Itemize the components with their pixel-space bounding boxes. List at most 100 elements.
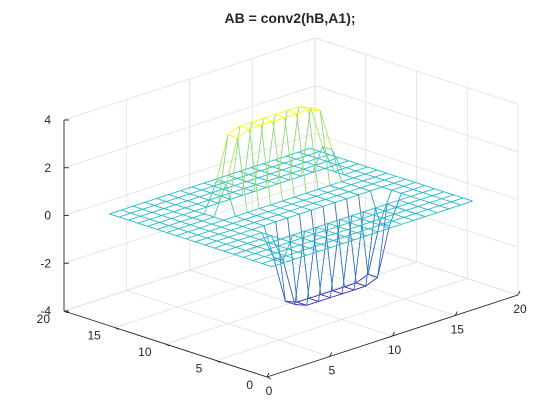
mesh-line [189,193,200,198]
mesh-line [214,247,225,252]
mesh-line [204,244,215,249]
mesh-line [235,212,248,217]
mesh-line [335,233,346,238]
mesh-line [192,213,205,219]
mesh-line [329,185,340,190]
mesh-line [429,198,442,204]
mesh-line [213,185,224,190]
y-tick-mark [216,360,221,363]
mesh-line [370,217,383,223]
mesh-line [412,189,423,193]
mesh-line [216,181,226,186]
mesh-line [178,228,189,233]
mesh-line [249,232,262,237]
mesh-line [401,189,414,194]
mesh-line [199,227,210,232]
mesh-line [261,232,272,237]
mesh-line [149,218,160,223]
mesh-line [313,229,326,235]
mesh-line [230,195,243,200]
mesh-line [270,235,284,261]
mesh-line [372,210,386,216]
mesh-line [199,223,212,229]
mesh-line [362,176,375,182]
mesh-line [334,167,347,172]
mesh-line [161,211,174,216]
mesh-line [225,181,235,186]
mesh-line [360,183,373,189]
back-wall-gridline-z [63,85,316,169]
mesh-line [335,229,348,234]
mesh-line [315,161,328,166]
mesh-line [291,203,302,208]
mesh-line [408,199,421,204]
mesh-line [285,251,298,257]
mesh-line [326,161,337,166]
mesh-line [368,228,379,233]
mesh-line [384,210,395,215]
mesh-line [271,235,281,240]
mesh-line [156,194,169,199]
mesh-line [166,201,176,206]
mesh-line [254,253,265,258]
mesh-line [374,172,387,178]
mesh-line [360,187,371,192]
mesh-line [166,232,177,237]
mesh-line [410,192,423,197]
axes [63,119,521,380]
mesh-line [240,232,251,237]
mesh-line [299,240,312,246]
mesh-line [351,180,364,186]
mesh-line [348,160,359,165]
mesh-line [346,163,359,169]
mesh-line [270,169,283,175]
mesh-line [245,246,258,251]
mesh-line [355,273,369,284]
mesh-line [191,186,202,191]
mesh-line [267,176,280,182]
mesh-line [332,286,345,292]
mesh-line [367,166,378,171]
mesh-line [220,191,233,197]
mesh-line [215,174,228,180]
mesh-line [268,207,281,213]
mesh-line [331,149,343,182]
mesh-line [218,233,229,238]
mesh-line [297,251,308,256]
z-tick-label: -2 [40,256,51,270]
mesh-line [294,231,305,305]
mesh-line [137,222,148,227]
mesh-line [372,179,385,185]
mesh-line [370,221,381,226]
floor-gridline-y [216,278,468,361]
mesh-line [242,222,255,227]
mesh-line [149,215,162,220]
mesh-line [316,222,329,228]
mesh-line [109,213,120,218]
mesh-line [422,188,435,193]
x-tick-mark [517,290,521,296]
mesh-line [173,211,184,216]
mesh-line [276,252,287,257]
mesh-line [353,285,366,291]
mesh-line [185,234,198,240]
mesh-line [233,253,244,258]
mesh-line [424,185,435,190]
mesh-line [439,205,450,210]
mesh-line [144,201,155,206]
mesh-line [211,223,222,228]
mesh-line [365,173,375,178]
mesh-line [266,214,279,220]
mesh-line [187,231,198,236]
mesh-line [377,204,388,278]
mesh-line [332,240,343,244]
mesh-line [233,249,246,255]
mesh-line [202,220,212,225]
mesh-line [353,173,366,179]
mesh-line [272,166,283,171]
mesh-line [286,155,297,160]
mesh-line [221,222,234,228]
mesh-line [282,200,293,205]
mesh-line [266,249,277,254]
